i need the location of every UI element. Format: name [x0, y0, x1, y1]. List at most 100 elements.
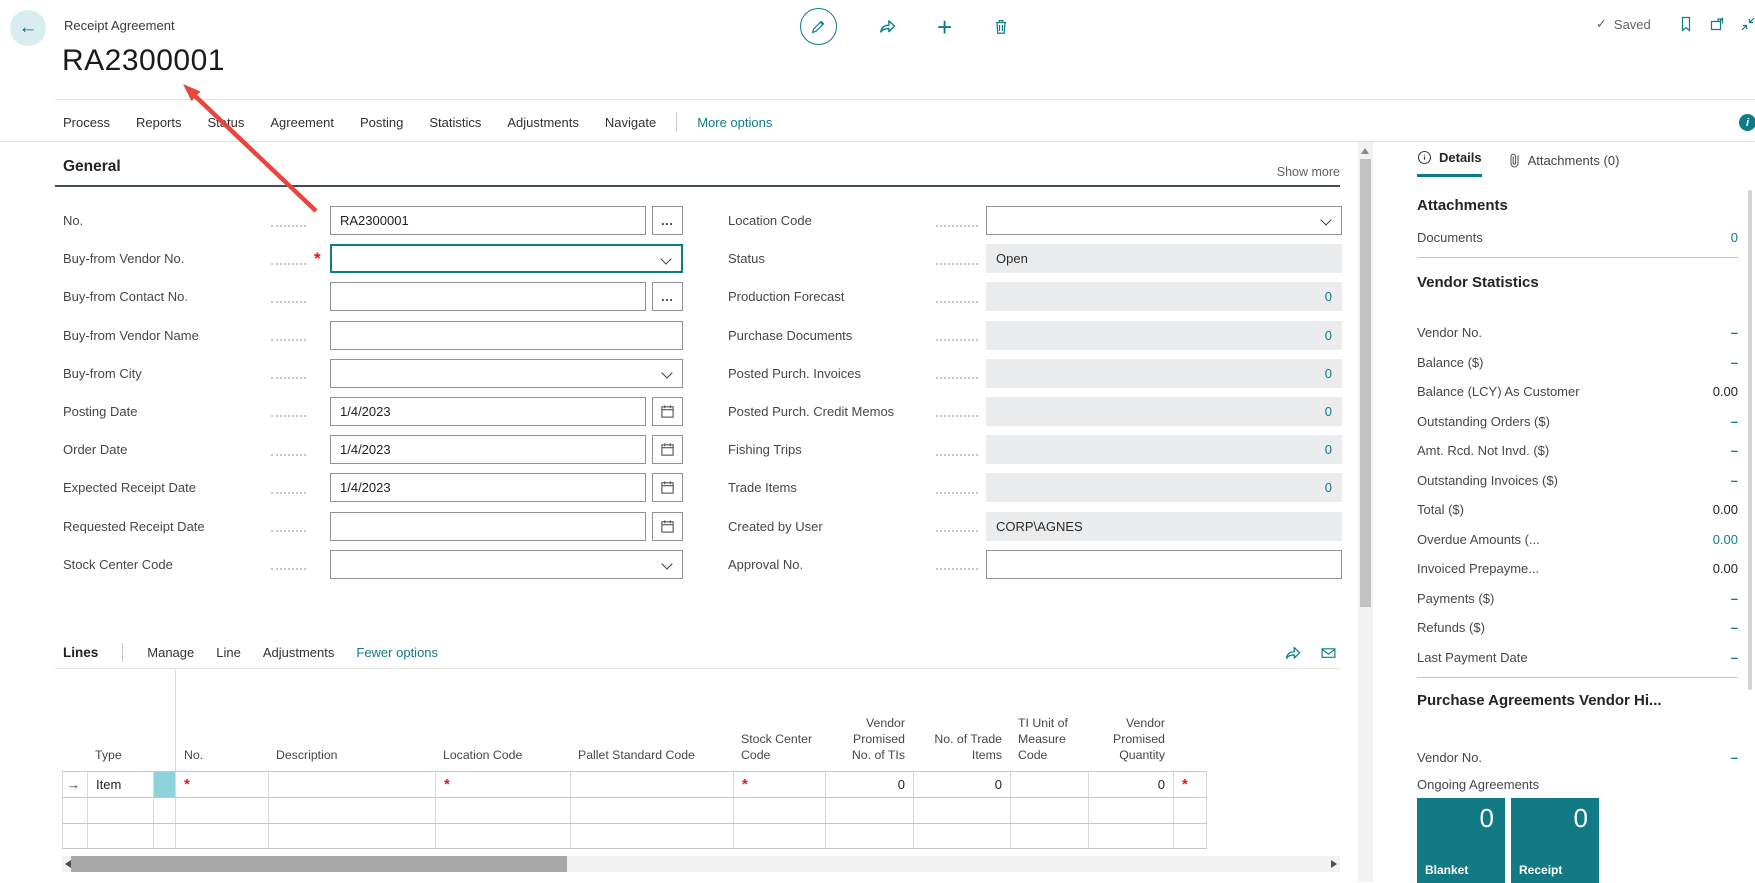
share-icon[interactable] — [877, 17, 897, 37]
trade-items-number[interactable]: 0 — [1324, 480, 1332, 496]
expected-receipt-date-date-button[interactable] — [652, 473, 683, 503]
menu-item-navigate[interactable]: Navigate — [604, 114, 657, 130]
overdue-amounts-value[interactable]: 0.00 — [1712, 531, 1738, 547]
delete-icon[interactable] — [992, 17, 1010, 36]
payments-value[interactable]: – — [1730, 590, 1738, 606]
email-icon[interactable] — [1319, 644, 1338, 663]
cell-tiuom[interactable] — [1010, 772, 1088, 797]
buy-from-contact-no-input[interactable] — [330, 282, 646, 312]
buy-from-vendor-name-input[interactable] — [330, 320, 683, 350]
column-header-vendor-promised-quantity[interactable]: Vendor Promised Quantity — [1113, 716, 1165, 763]
selected-cell-marker[interactable] — [153, 772, 175, 797]
open-in-new-window-icon[interactable] — [1708, 16, 1726, 32]
order-date-input[interactable]: 1/4/2023 — [330, 435, 646, 465]
cell-location-required-icon[interactable]: * — [435, 772, 570, 797]
purchase-documents-number[interactable]: 0 — [1324, 327, 1332, 343]
stock-center-code-input[interactable] — [330, 549, 683, 579]
cell-no-required-icon[interactable]: * — [175, 772, 268, 797]
cell-pallet[interactable] — [570, 772, 733, 797]
posted-purch-credit-memos-number[interactable]: 0 — [1324, 403, 1332, 419]
cell-vpq[interactable]: 0 — [1088, 772, 1173, 797]
tab-details[interactable]: Details — [1417, 150, 1482, 177]
production-forecast-number[interactable]: 0 — [1324, 289, 1332, 305]
documents-value[interactable]: 0 — [1730, 229, 1738, 245]
fishing-trips-number[interactable]: 0 — [1324, 442, 1332, 458]
column-header-stock-center-code[interactable]: Stock Center Code — [741, 732, 813, 763]
approval-no-input[interactable] — [986, 549, 1342, 579]
menu-item-statistics[interactable]: Statistics — [429, 114, 482, 130]
vertical-scrollbar-thumb[interactable] — [1360, 159, 1371, 607]
show-more-link[interactable]: Show more — [1276, 165, 1340, 179]
order-date-date-button[interactable] — [652, 435, 683, 465]
collapse-icon[interactable] — [1740, 16, 1755, 32]
menu-item-process[interactable]: Process — [63, 114, 110, 130]
menu-item-agreement[interactable]: Agreement — [270, 114, 334, 130]
buy-from-city-input[interactable] — [330, 358, 683, 388]
scroll-left-icon[interactable] — [65, 860, 71, 868]
more-options-button[interactable]: More options — [697, 114, 773, 130]
posted-purch-invoices-number[interactable]: 0 — [1324, 365, 1332, 381]
column-header-ti-unit-of-measure-code[interactable]: TI Unit of Measure Code — [1018, 716, 1068, 763]
posting-date-input[interactable]: 1/4/2023 — [330, 396, 646, 426]
horizontal-scrollbar-thumb[interactable] — [71, 856, 567, 872]
no-lookup-button[interactable]: … — [652, 206, 683, 235]
bookmark-icon[interactable] — [1678, 15, 1694, 33]
outstanding-orders-value[interactable]: – — [1730, 413, 1738, 429]
cell-vpnt[interactable]: 0 — [825, 772, 913, 797]
vendor-no-value[interactable]: – — [1730, 325, 1738, 340]
back-button[interactable]: ← — [10, 10, 46, 46]
last-payment-date-value[interactable]: – — [1730, 649, 1738, 665]
scroll-up-icon[interactable] — [1361, 148, 1369, 154]
buy-from-contact-no-lookup-button[interactable]: … — [652, 282, 683, 312]
cell-description[interactable] — [268, 772, 435, 797]
cell-type[interactable]: Item — [87, 772, 153, 797]
menu-item-posting[interactable]: Posting — [359, 114, 404, 130]
buy-from-vendor-no-chevron-down-icon[interactable] — [660, 253, 672, 265]
column-header-no[interactable]: No. — [175, 670, 268, 771]
menu-item-adjustments[interactable]: Adjustments — [507, 114, 579, 130]
requested-receipt-date-date-button[interactable] — [652, 511, 683, 541]
column-header-vendor-promised-no-of-tis[interactable]: Vendor Promised No. of TIs — [851, 716, 905, 763]
cell-noti[interactable]: 0 — [913, 772, 1010, 797]
refunds-value[interactable]: – — [1730, 620, 1738, 635]
balance-value[interactable]: – — [1730, 354, 1738, 370]
stock-center-code-chevron-down-icon[interactable] — [661, 558, 673, 570]
amt-rcd-not-invd-value[interactable]: – — [1730, 443, 1738, 458]
lines-menu-item-manage[interactable]: Manage — [147, 645, 195, 660]
lines-menu-item-line[interactable]: Line — [216, 645, 241, 660]
posting-date-date-button[interactable] — [652, 396, 683, 426]
vendor-no-value[interactable]: – — [1730, 749, 1738, 765]
edit-button[interactable] — [800, 8, 837, 45]
no-input[interactable]: RA2300001 — [330, 206, 646, 235]
lines-tab[interactable]: Lines — [63, 645, 99, 660]
column-header-location-code[interactable]: Location Code — [443, 748, 523, 763]
lines-menu-item-adjustments[interactable]: Adjustments — [262, 645, 335, 660]
menu-item-status[interactable]: Status — [207, 114, 245, 130]
cell-tiuom — [1010, 798, 1088, 823]
location-code-input[interactable] — [986, 206, 1342, 235]
buy-from-vendor-no-input[interactable] — [330, 244, 683, 274]
scroll-right-icon[interactable] — [1331, 860, 1337, 868]
cell-stock-required-icon[interactable]: * — [733, 772, 825, 797]
cell-trailing-required-icon[interactable]: * — [1173, 772, 1207, 797]
vertical-scrollbar[interactable] — [1358, 142, 1373, 882]
tab-attachments[interactable]: Attachments (0) — [1508, 152, 1619, 177]
tile-blanket[interactable]: 0 Blanket — [1417, 797, 1505, 883]
factbox-scrollbar[interactable] — [1748, 190, 1752, 690]
menu-item-reports[interactable]: Reports — [135, 114, 182, 130]
share-icon[interactable] — [1283, 644, 1302, 663]
column-header-type[interactable]: Type — [95, 748, 122, 763]
column-header-no-of-trade-items[interactable]: No. of Trade Items — [934, 732, 1002, 763]
location-code-chevron-down-icon[interactable] — [1320, 214, 1332, 226]
outstanding-invoices-value[interactable]: – — [1730, 472, 1738, 488]
requested-receipt-date-input[interactable] — [330, 511, 646, 541]
tile-receipt[interactable]: 0 Receipt — [1511, 797, 1599, 883]
buy-from-city-chevron-down-icon[interactable] — [661, 367, 673, 379]
info-icon[interactable]: i — [1739, 114, 1755, 131]
fewer-options-button[interactable]: Fewer options — [356, 645, 439, 660]
add-new-icon[interactable]: + — [937, 11, 953, 42]
column-header-pallet-standard-code[interactable]: Pallet Standard Code — [578, 748, 695, 763]
column-header-description[interactable]: Description — [276, 748, 338, 763]
expected-receipt-date-input[interactable]: 1/4/2023 — [330, 473, 646, 503]
horizontal-scrollbar[interactable] — [62, 856, 1340, 872]
